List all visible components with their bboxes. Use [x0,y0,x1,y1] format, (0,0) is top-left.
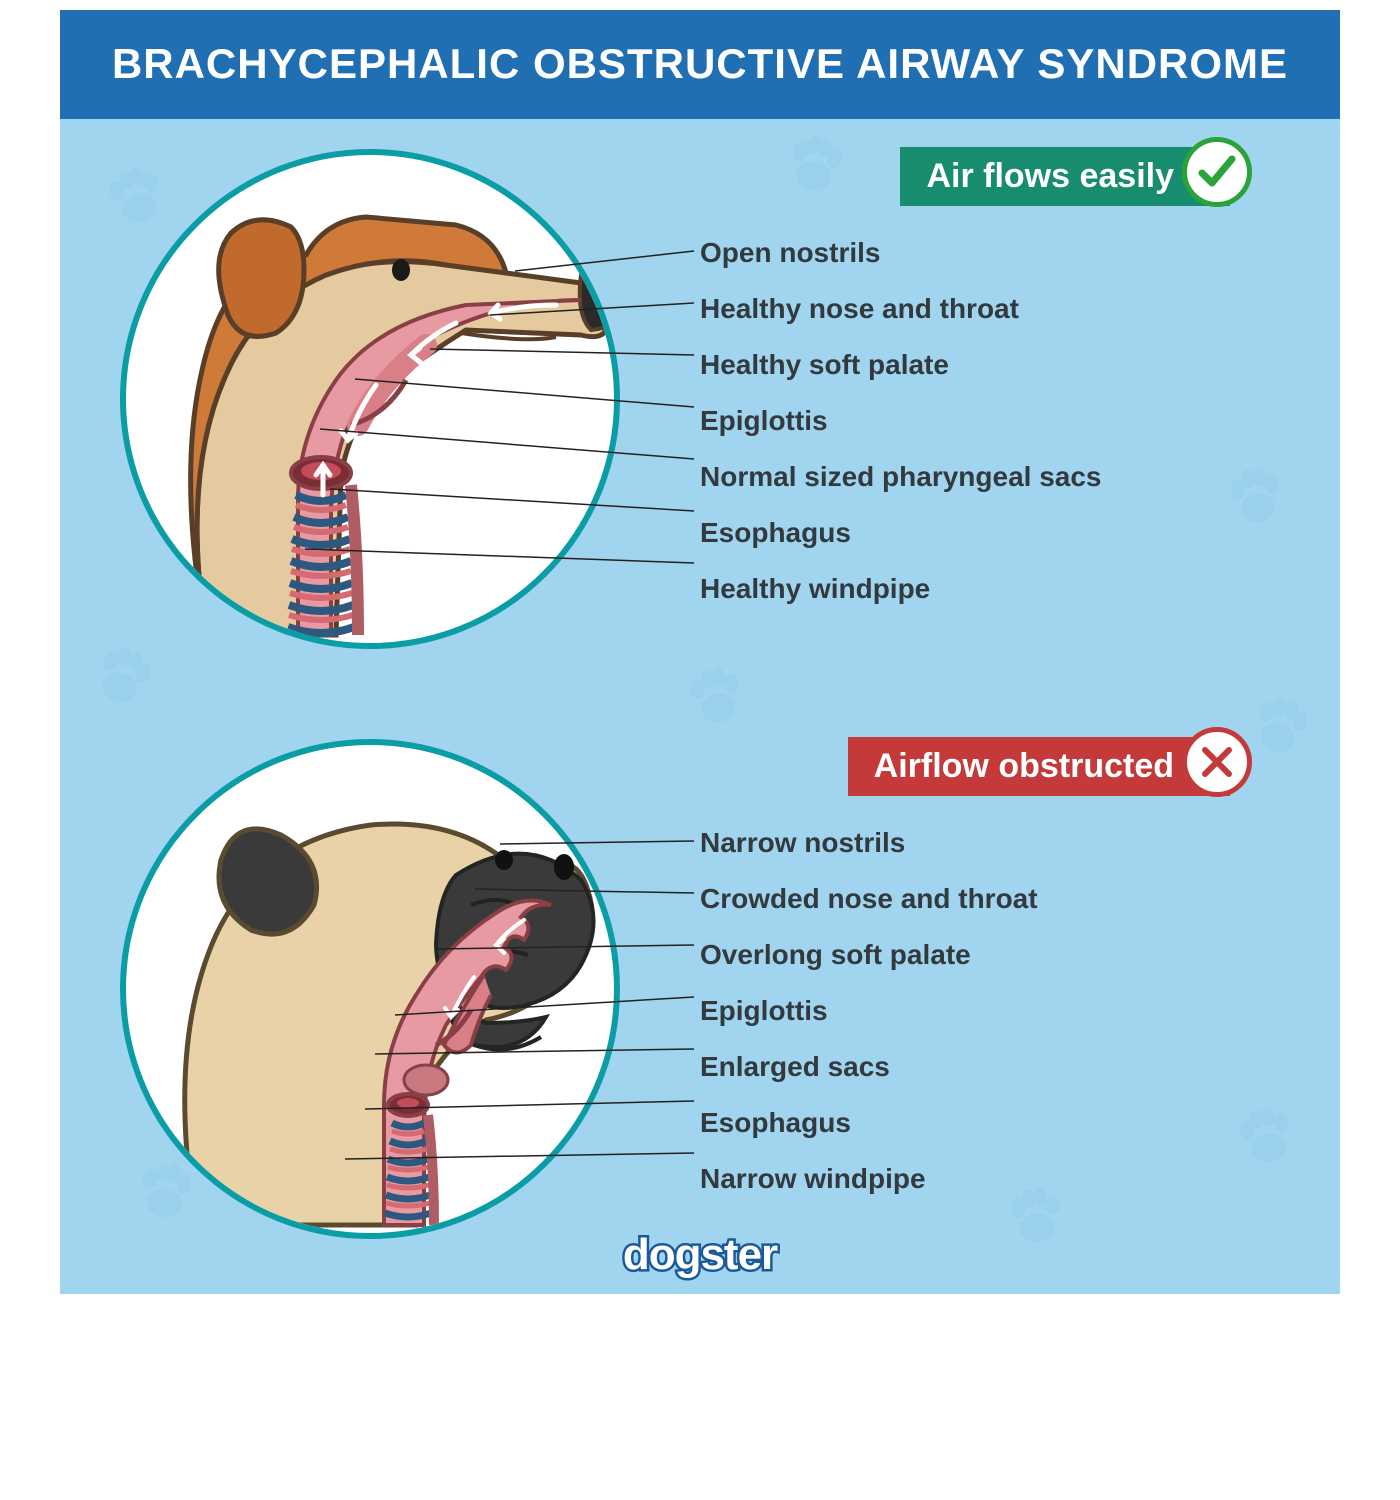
dogster-logo: dogster [623,1230,777,1280]
obstructed-section: Airflow obstructed Narrow nostrils Crowde… [60,719,1340,1279]
obstructed-labels-list: Narrow nostrils Crowded nose and throat Ov… [700,827,1038,1219]
healthy-labels-list: Open nostrils Healthy nose and throat Heal… [700,237,1102,629]
healthy-badge-wrap: Air flows easily [900,147,1230,206]
anatomy-label: Epiglottis [700,995,1038,1027]
anatomy-label: Epiglottis [700,405,1102,437]
infographic-container: BRACHYCEPHALIC OBSTRUCTIVE AIRWAY SYNDRO… [60,10,1340,1360]
healthy-badge-text: Air flows easily [926,157,1174,195]
check-icon [1182,137,1252,207]
anatomy-label: Healthy windpipe [700,573,1102,605]
anatomy-label: Overlong soft palate [700,939,1038,971]
anatomy-label: Healthy soft palate [700,349,1102,381]
cross-icon [1182,727,1252,797]
anatomy-label: Esophagus [700,517,1102,549]
obstructed-dog-illustration [126,745,620,1239]
obstructed-badge-text: Airflow obstructed [874,747,1174,785]
body-area: Air flows easily Open nostrils Healthy no… [60,119,1340,1294]
healthy-dog-circle [120,149,620,649]
obstructed-dog-circle [120,739,620,1239]
healthy-dog-illustration [126,155,620,649]
obstructed-badge-wrap: Airflow obstructed [848,737,1230,796]
anatomy-label: Esophagus [700,1107,1038,1139]
anatomy-label: Narrow windpipe [700,1163,1038,1195]
anatomy-label: Open nostrils [700,237,1102,269]
anatomy-label: Normal sized pharyngeal sacs [700,461,1102,493]
title-banner: BRACHYCEPHALIC OBSTRUCTIVE AIRWAY SYNDRO… [60,10,1340,119]
title-text: BRACHYCEPHALIC OBSTRUCTIVE AIRWAY SYNDRO… [112,40,1288,87]
healthy-section: Air flows easily Open nostrils Healthy no… [60,129,1340,689]
anatomy-label: Narrow nostrils [700,827,1038,859]
anatomy-label: Healthy nose and throat [700,293,1102,325]
logo-text: dogster [623,1230,777,1279]
anatomy-label: Enlarged sacs [700,1051,1038,1083]
anatomy-label: Crowded nose and throat [700,883,1038,915]
healthy-badge: Air flows easily [900,147,1230,206]
obstructed-badge: Airflow obstructed [848,737,1230,796]
